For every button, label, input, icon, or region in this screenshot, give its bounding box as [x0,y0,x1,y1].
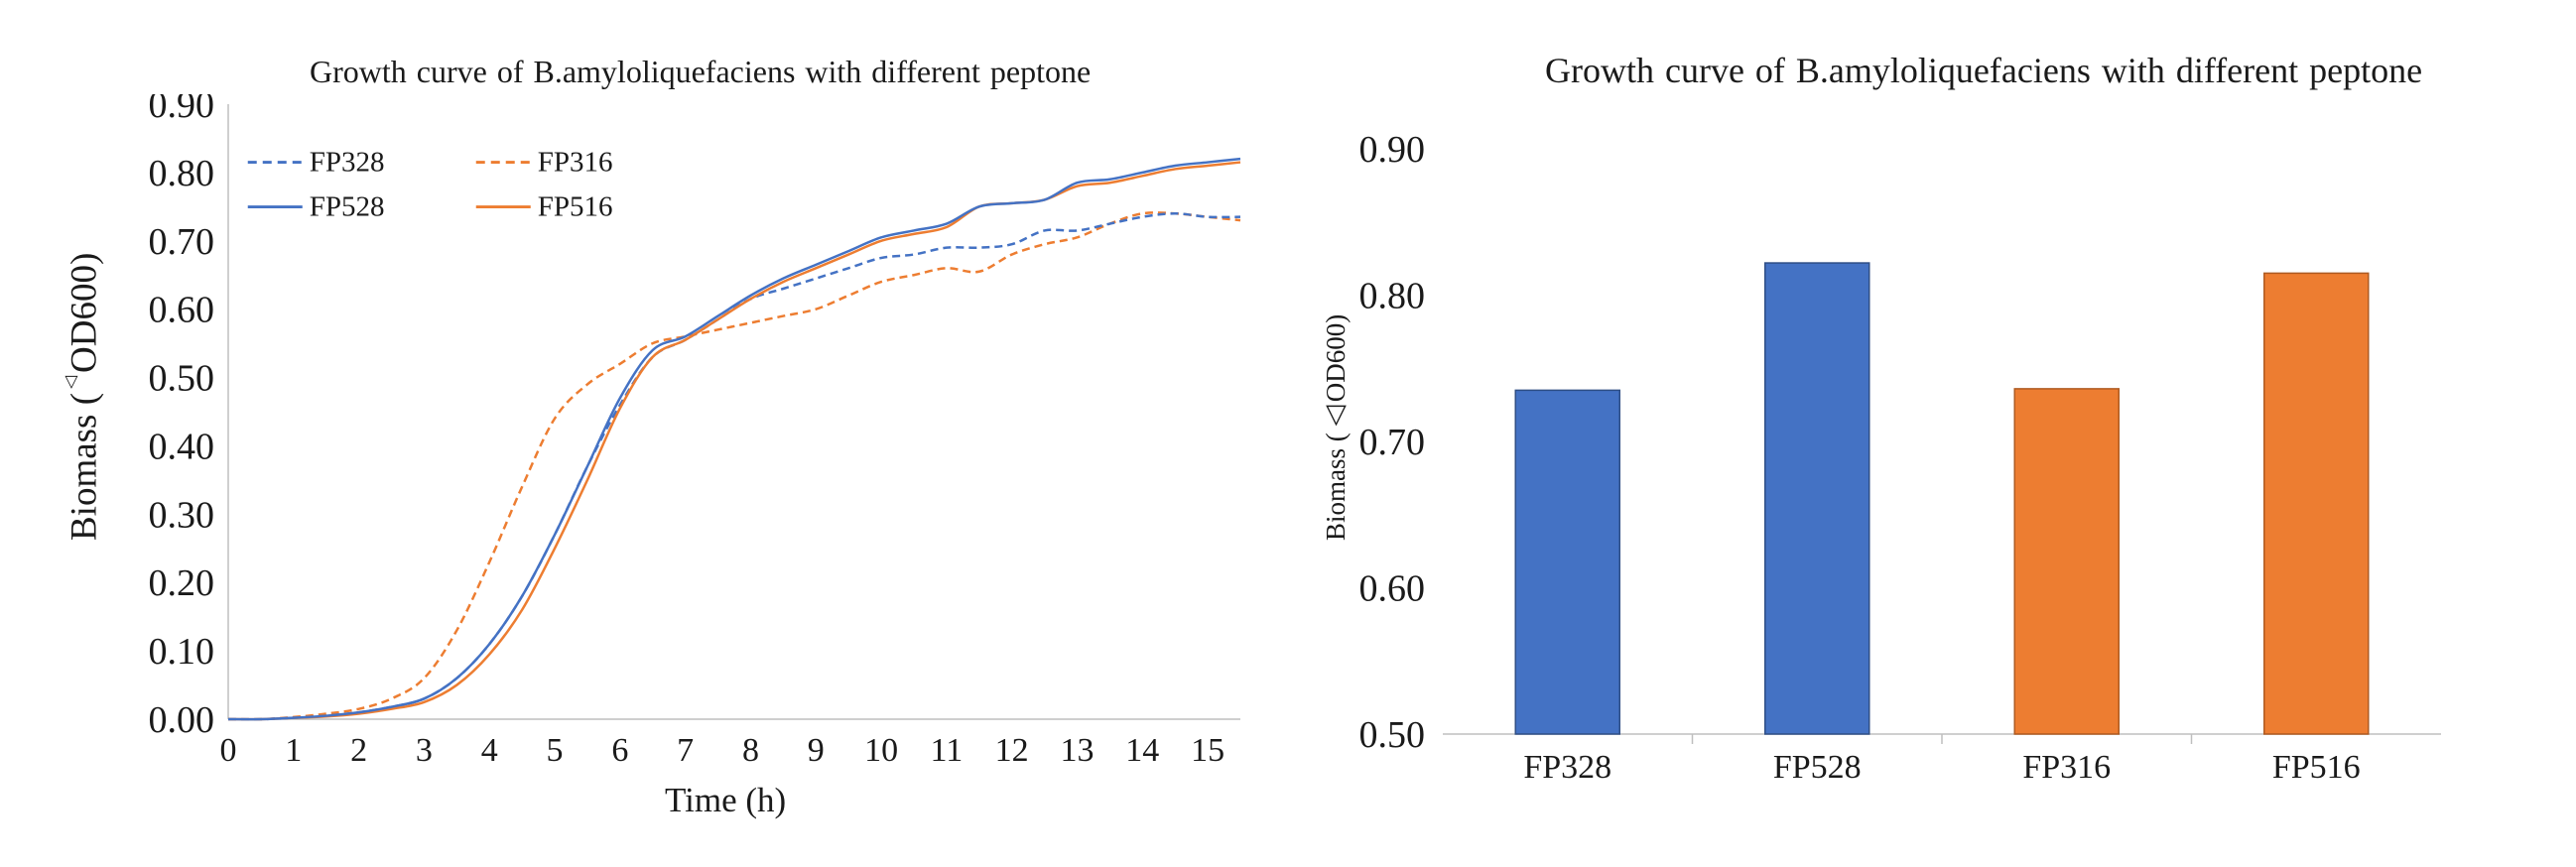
svg-text:0.50: 0.50 [149,358,214,400]
svg-text:0.40: 0.40 [149,426,214,467]
svg-text:FP328: FP328 [1523,749,1611,784]
svg-text:15: 15 [1191,732,1224,769]
svg-text:12: 12 [995,732,1029,769]
svg-text:6: 6 [611,732,628,769]
svg-text:FP528: FP528 [310,191,385,223]
svg-text:0.70: 0.70 [149,221,214,263]
svg-text:5: 5 [547,732,564,769]
svg-text:FP328: FP328 [310,147,385,179]
svg-text:0.80: 0.80 [149,153,214,194]
svg-text:FP516: FP516 [2272,749,2361,784]
svg-text:2: 2 [350,732,367,769]
svg-text:FP316: FP316 [2022,749,2111,784]
svg-text:0.90: 0.90 [149,94,214,126]
svg-text:0.60: 0.60 [1359,568,1426,610]
svg-text:1: 1 [285,732,302,769]
svg-text:8: 8 [742,732,759,769]
svg-text:7: 7 [677,732,694,769]
svg-text:0.80: 0.80 [1359,276,1426,317]
svg-text:FP516: FP516 [538,191,613,223]
svg-text:11: 11 [930,732,963,769]
svg-text:14: 14 [1125,732,1159,769]
svg-text:9: 9 [808,732,825,769]
svg-text:0.10: 0.10 [149,631,214,673]
svg-text:0.30: 0.30 [149,494,214,536]
svg-text:10: 10 [864,732,898,769]
svg-text:0.50: 0.50 [1359,714,1426,756]
svg-text:4: 4 [481,732,498,769]
svg-text:13: 13 [1060,732,1094,769]
svg-text:FP528: FP528 [1773,749,1862,784]
svg-text:0.20: 0.20 [149,562,214,604]
svg-text:0.00: 0.00 [149,699,214,741]
svg-text:0.90: 0.90 [1359,129,1426,171]
svg-text:FP316: FP316 [538,147,613,179]
svg-text:3: 3 [416,732,433,769]
svg-text:0.70: 0.70 [1359,422,1426,463]
svg-text:0.60: 0.60 [149,290,214,331]
svg-text:0: 0 [220,732,237,769]
